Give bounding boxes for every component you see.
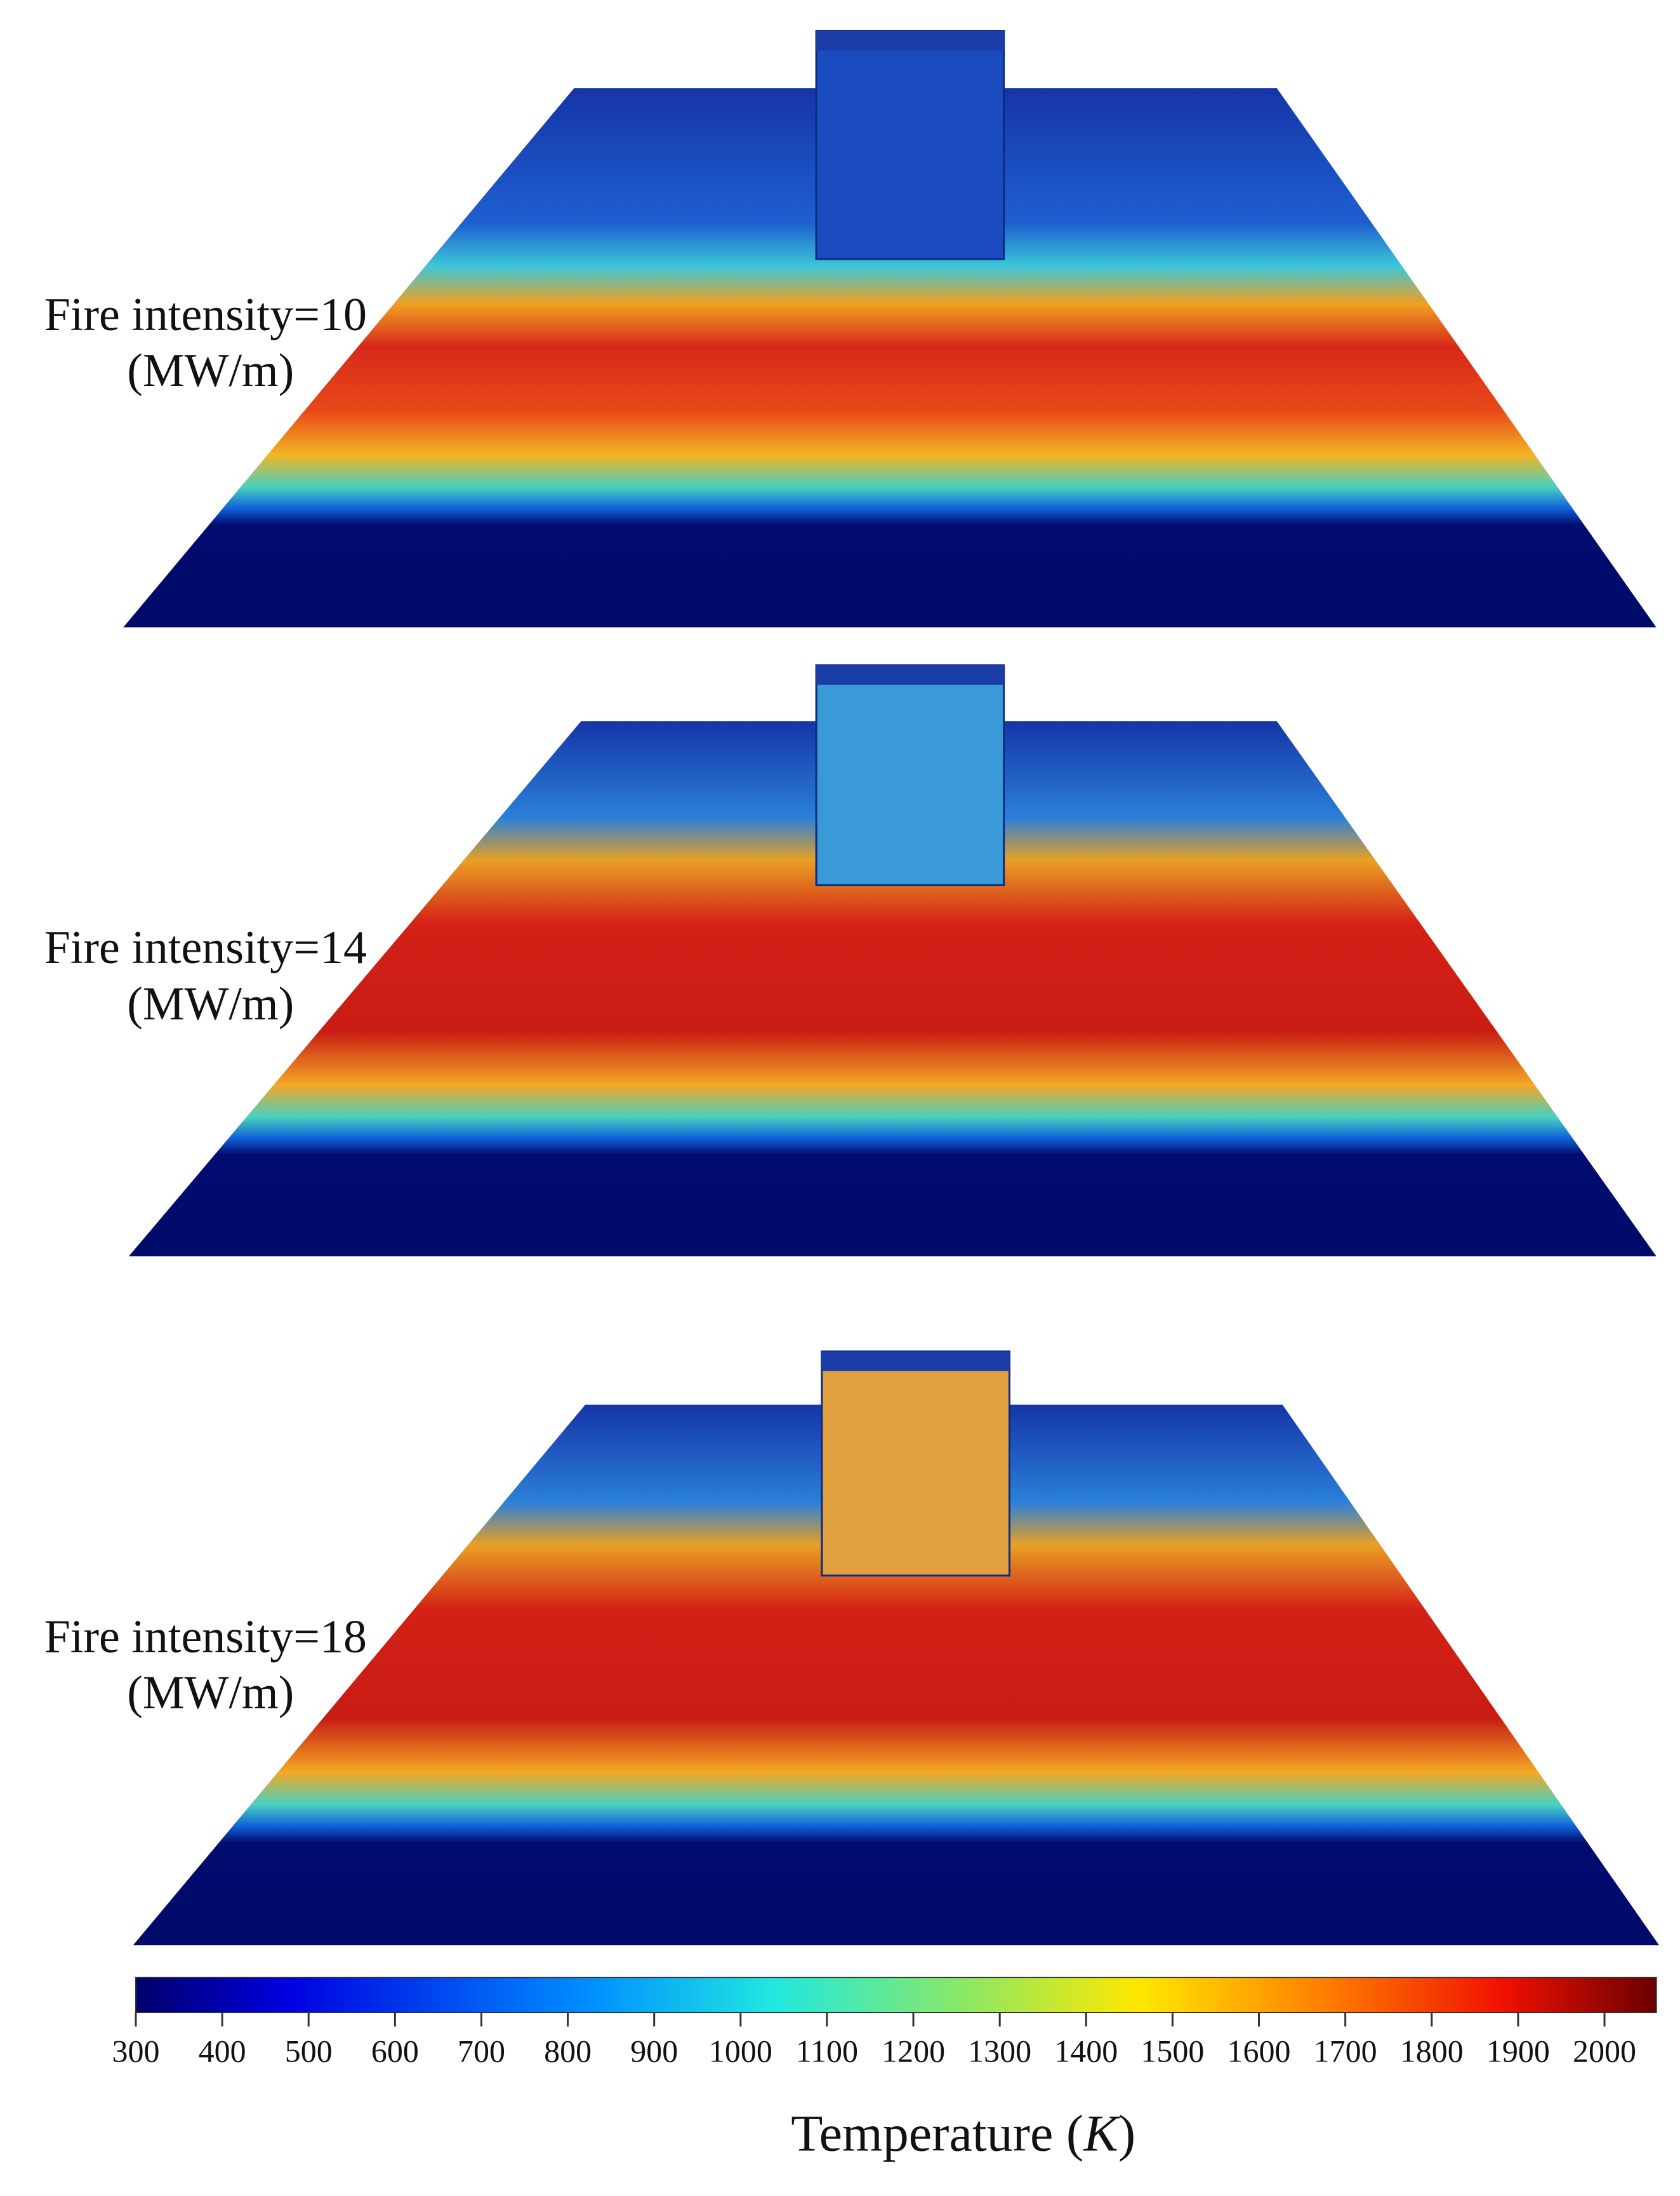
colorbar-tick-label: 600 <box>371 2033 419 2069</box>
building-top <box>816 665 1004 685</box>
temperature-field <box>123 88 1657 628</box>
panel-label: Fire intensity=10 <box>44 289 367 341</box>
colorbar-tick-label: 900 <box>630 2033 678 2069</box>
temperature-field <box>128 721 1657 1256</box>
panel-unit: (MW/m) <box>127 978 294 1030</box>
colorbar-tick-label: 2000 <box>1573 2033 1636 2069</box>
building-block <box>815 664 1005 886</box>
temperature-field <box>133 1404 1660 1946</box>
colorbar-tick-label: 1400 <box>1054 2033 1118 2069</box>
colorbar-tick-label: 700 <box>458 2033 505 2069</box>
colorbar-title: Temperature (K) <box>791 2104 1135 2162</box>
colorbar-tick-label: 1500 <box>1141 2033 1204 2069</box>
colorbar-tick-label: 1700 <box>1314 2033 1377 2069</box>
building-top <box>821 1351 1010 1371</box>
building-top <box>816 30 1004 51</box>
panel-label: Fire intensity=14 <box>44 922 367 974</box>
colorbar-tick-label: 1100 <box>796 2033 858 2069</box>
building-block <box>821 1350 1011 1577</box>
colorbar-tick-label: 1900 <box>1486 2033 1550 2069</box>
colorbar-tick-label: 1300 <box>968 2033 1031 2069</box>
panel-unit: (MW/m) <box>127 1667 294 1719</box>
colorbar-tick-label: 1800 <box>1400 2033 1464 2069</box>
colorbar-tick-label: 300 <box>112 2033 159 2069</box>
colorbar-tick-label: 1200 <box>882 2033 945 2069</box>
panel-unit: (MW/m) <box>127 345 294 397</box>
colorbar-tick-label: 1000 <box>709 2033 772 2069</box>
colorbar-title-part: ) <box>1118 2104 1135 2162</box>
colorbar-title-part: K <box>1083 2104 1121 2162</box>
building-block <box>815 30 1005 260</box>
colorbar-tick-label: 400 <box>199 2033 246 2069</box>
colorbar <box>135 1976 1657 2014</box>
colorbar-tick-label: 1600 <box>1227 2033 1291 2069</box>
colorbar-title-part: Temperature ( <box>791 2104 1083 2162</box>
panel-label: Fire intensity=18 <box>44 1611 367 1663</box>
colorbar-tick-label: 800 <box>544 2033 592 2069</box>
colorbar-tick-label: 500 <box>285 2033 333 2069</box>
